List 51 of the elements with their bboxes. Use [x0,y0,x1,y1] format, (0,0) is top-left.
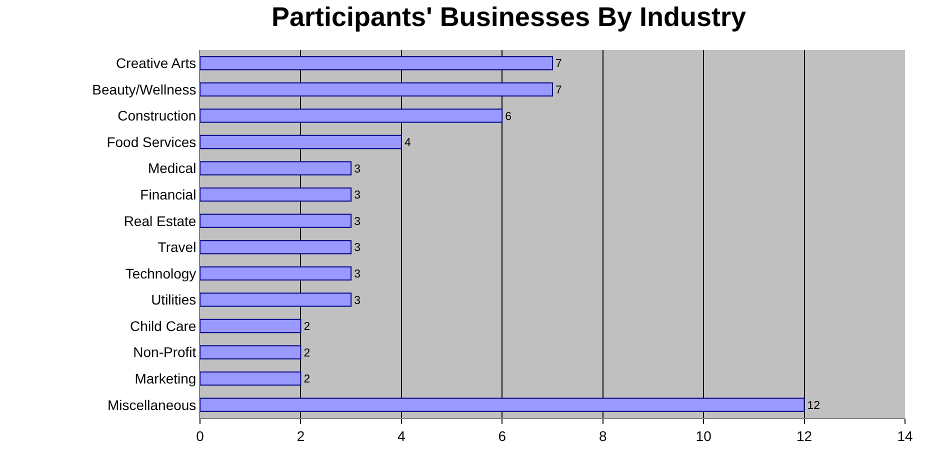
bar [200,188,352,202]
data-label: 12 [807,400,820,412]
x-tick-label: 10 [696,428,712,444]
data-label: 3 [354,242,360,254]
bar [200,134,402,150]
y-tick-label: Marketing [134,370,196,386]
data-label: 3 [354,268,360,281]
y-tick-label: Utilities [151,292,196,308]
bar [200,82,553,96]
y-tick-label: Medical [148,160,196,176]
data-label: 6 [505,110,512,123]
x-tick-label: 12 [796,428,812,444]
x-tick-label: 2 [296,428,305,444]
y-tick-label: Food Services [106,134,196,150]
bar [200,240,352,254]
x-tick-label: 4 [398,428,406,444]
y-tick-label: Technology [125,265,196,282]
data-label: 3 [354,163,360,176]
bar [200,214,352,228]
x-tick-label: 0 [196,428,204,444]
y-tick-label: Travel [158,239,196,256]
x-tick-label: 8 [598,428,607,444]
y-tick-label: Miscellaneous [107,396,196,413]
data-label: 2 [304,374,310,386]
y-tick-label: Real Estate [124,212,196,229]
data-label: 7 [556,84,562,97]
x-tick-label: 6 [498,428,506,444]
bar [200,345,302,360]
y-tick-label: Construction [118,108,196,124]
x-tick-label: 14 [897,428,913,444]
y-tick-label: Beauty/Wellness [92,81,196,98]
chart-title: Participants' Businesses By Industry [271,2,746,32]
data-label: 4 [404,137,412,150]
bar [200,161,352,176]
y-tick-label: Non-Profit [133,344,196,360]
y-tick-label: Creative Arts [116,55,196,72]
bar [200,372,302,386]
bar [200,292,352,307]
data-label: 3 [354,216,360,228]
y-tick-label: Financial [140,186,196,202]
y-tick-label: Child Care [130,318,196,334]
data-label: 2 [304,347,310,360]
data-label: 3 [354,190,360,202]
data-label: 2 [304,321,310,334]
bar [200,266,352,280]
data-label: 3 [354,294,360,307]
data-label: 7 [556,58,562,70]
bar [200,318,302,334]
bar [200,108,503,123]
bar [200,398,805,412]
bar [200,56,553,70]
